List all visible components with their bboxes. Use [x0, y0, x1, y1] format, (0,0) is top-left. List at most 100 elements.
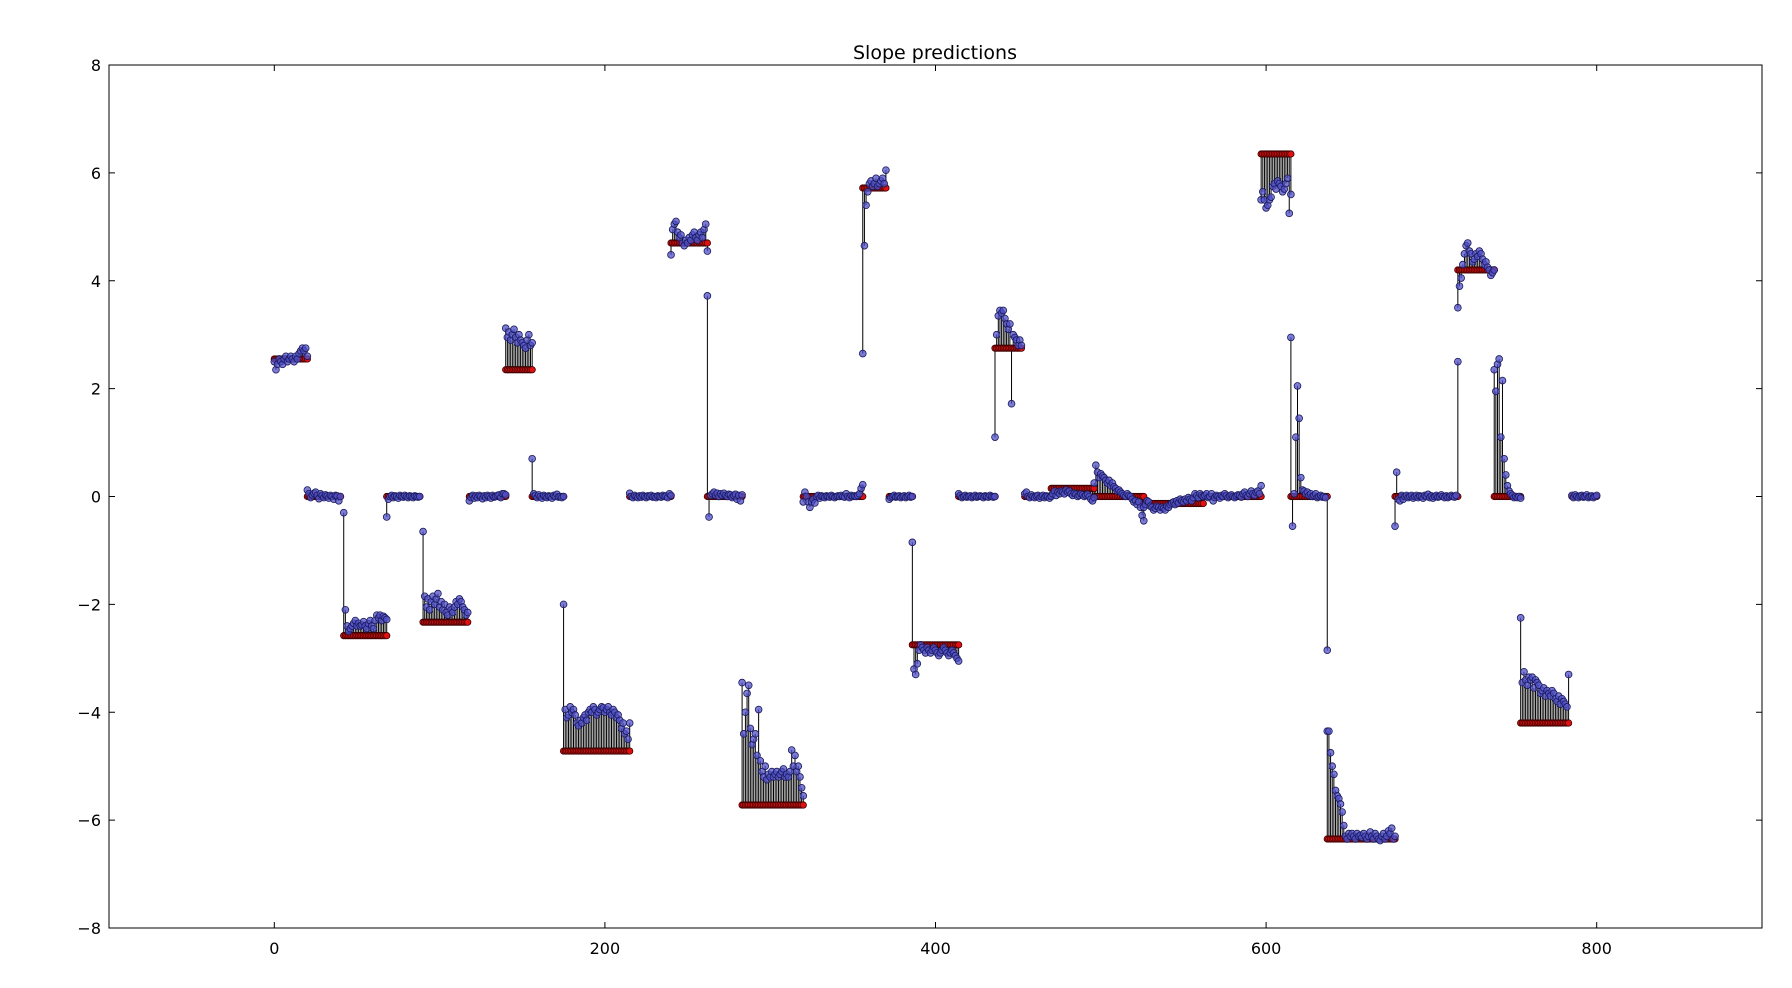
prediction-point [1288, 522, 1297, 530]
prediction-point [1501, 471, 1510, 479]
prediction-point [991, 492, 999, 501]
prediction-point [1139, 516, 1148, 525]
prediction-point [622, 727, 631, 735]
prediction-point [1454, 303, 1462, 312]
prediction-point [738, 678, 746, 687]
y-tick-label: 0 [91, 488, 101, 507]
prediction-point [1338, 808, 1346, 816]
prediction-point [754, 705, 763, 714]
x-tick-label: 600 [1251, 939, 1282, 958]
prediction-point [1392, 468, 1401, 477]
prediction-point [908, 492, 917, 501]
prediction-point [746, 724, 755, 733]
prediction-point [525, 330, 533, 339]
prediction-point [582, 716, 591, 725]
prediction-point [743, 689, 751, 698]
prediction-point [791, 751, 799, 760]
prediction-point [992, 330, 1001, 339]
y-tick-label: −2 [77, 595, 101, 614]
true-value-point [1287, 150, 1295, 158]
prediction-point [419, 527, 427, 536]
prediction-point [528, 454, 536, 463]
prediction-point [787, 746, 796, 754]
prediction-point [559, 600, 568, 609]
x-tick-label: 800 [1581, 939, 1612, 958]
plot-area [108, 64, 1763, 929]
y-tick-label: 6 [91, 164, 101, 183]
prediction-point [415, 492, 424, 501]
prediction-point [1255, 490, 1264, 498]
prediction-point [1490, 365, 1499, 374]
prediction-point [382, 513, 391, 521]
prediction-point [1297, 473, 1305, 482]
prediction-point [1490, 266, 1499, 274]
true-value-point [799, 801, 807, 809]
prediction-point [738, 491, 746, 499]
x-tick-label: 200 [590, 939, 621, 958]
true-value-point [955, 641, 963, 649]
prediction-point [1017, 341, 1026, 350]
prediction-point [1457, 274, 1465, 282]
prediction-point [1564, 670, 1573, 679]
prediction-point [1391, 522, 1399, 530]
prediction-point [463, 608, 472, 617]
prediction-point [753, 751, 761, 760]
y-tick-label: 4 [91, 272, 101, 291]
true-value-point [464, 618, 472, 626]
prediction-point [1500, 454, 1508, 463]
prediction-point [434, 589, 442, 598]
prediction-point [1326, 748, 1335, 757]
prediction-point [779, 765, 788, 773]
prediction-point [1495, 355, 1503, 363]
prediction-point [705, 513, 713, 521]
prediction-point [1287, 333, 1295, 342]
prediction-point [1336, 800, 1345, 808]
prediction-point [1267, 193, 1275, 201]
prediction-point [1497, 433, 1505, 441]
prediction-point [913, 659, 922, 668]
true-value-point [1564, 719, 1573, 727]
prediction-markers [270, 166, 1601, 845]
prediction-point [862, 201, 870, 210]
prediction-point [1283, 174, 1292, 183]
prediction-point [625, 719, 634, 727]
prediction-point [954, 657, 963, 665]
prediction-point [1292, 433, 1300, 441]
prediction-point [1520, 667, 1528, 676]
prediction-point [1563, 703, 1571, 711]
prediction-point [1516, 614, 1525, 622]
prediction-point [369, 624, 378, 633]
x-tick-label: 400 [920, 939, 951, 958]
prediction-point [794, 762, 803, 770]
prediction-point [1516, 494, 1525, 502]
prediction-point [1295, 414, 1303, 423]
prediction-point [863, 187, 872, 196]
true-value-point [703, 239, 711, 247]
prediction-point [703, 247, 712, 255]
prediction-point [1459, 260, 1467, 269]
prediction-point [908, 538, 917, 547]
prediction-point [339, 508, 348, 517]
prediction-point [698, 233, 707, 242]
prediction-point [1090, 493, 1098, 502]
prediction-point [1323, 646, 1332, 655]
prediction-point [1454, 357, 1462, 366]
prediction-point [880, 179, 889, 188]
prediction-point [858, 480, 867, 489]
prediction-point [1391, 832, 1399, 841]
true-value-point [1199, 499, 1207, 508]
y-tick-label: 8 [91, 56, 101, 75]
y-tick-label: 2 [91, 380, 101, 399]
prediction-point [1007, 399, 1016, 408]
prediction-point [1523, 681, 1532, 690]
prediction-point [1387, 824, 1396, 833]
y-tick-label: −8 [77, 919, 101, 938]
prediction-point [797, 783, 806, 792]
prediction-point [1006, 320, 1014, 328]
true-value-point [383, 632, 391, 640]
prediction-point [756, 756, 765, 765]
prediction-point [1498, 376, 1507, 385]
y-axis: 8 6 4 2 0 −2 −4 −6 −8 [77, 56, 1762, 938]
prediction-point [1325, 727, 1333, 735]
